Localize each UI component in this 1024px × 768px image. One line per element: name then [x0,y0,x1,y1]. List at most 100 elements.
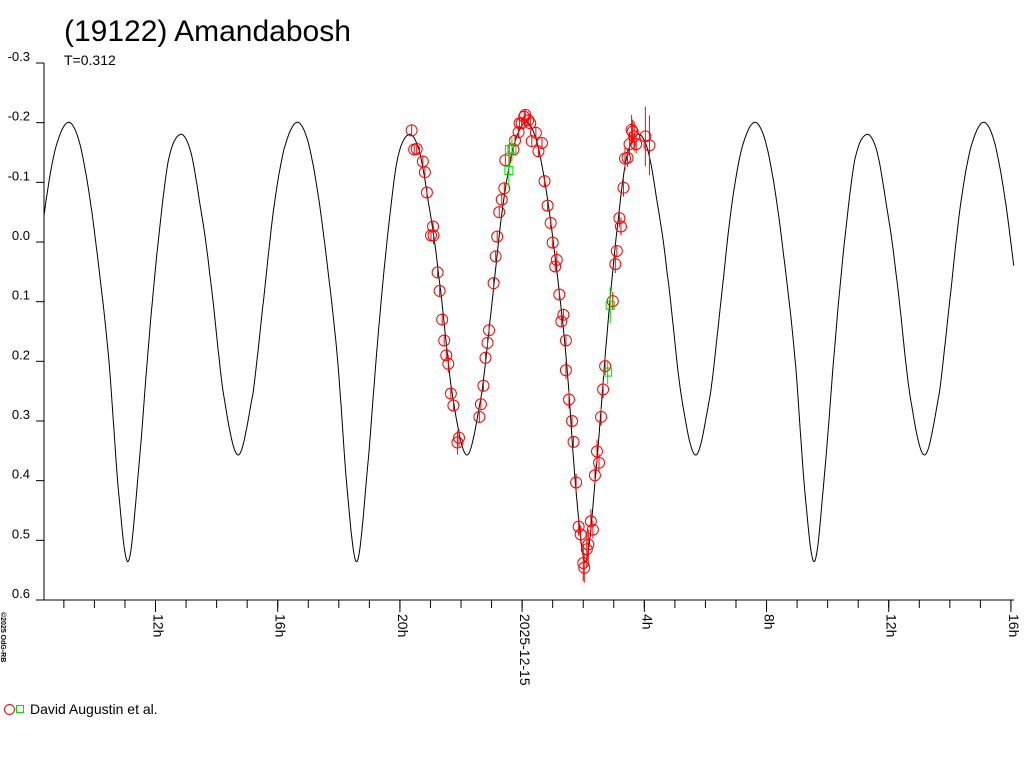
legend: David Augustin et al. [4,701,158,717]
data-point [522,114,535,127]
x-tick-label: 12h [884,614,900,637]
x-tick-label: 16h [1006,614,1022,637]
y-tick-label: -0.3 [8,49,30,64]
data-point [436,313,449,326]
data-point [574,528,587,541]
data-point [605,300,615,310]
data-point [431,266,444,279]
data-point [427,220,440,233]
data-point [483,324,496,337]
data-point [549,260,562,273]
data-point [405,124,418,137]
data-point [562,393,575,406]
y-tick-label: -0.2 [8,109,30,124]
data-point [590,445,603,458]
data-point [525,135,538,148]
data-point [578,561,591,574]
x-tick-label: 20h [395,614,411,637]
data-point [442,357,455,370]
data-point [559,364,572,377]
y-tick-label: 0.3 [12,407,30,422]
legend-circle-marker [4,703,15,715]
x-tick-label: 12h [151,614,167,637]
y-tick-label: 0.5 [12,526,30,541]
data-point [452,431,465,444]
data-point [427,229,440,242]
data-point [584,515,597,528]
data-point [498,182,511,195]
data-point [477,379,490,392]
data-point [481,336,494,349]
data-point [512,126,525,139]
period-label: T=0.312 [64,52,116,68]
data-point [580,543,593,556]
data-point [493,206,506,219]
data-point [550,253,563,266]
data-point [524,117,537,130]
x-tick-label: 2025-12-15 [517,614,533,686]
data-point [410,142,423,155]
data-point [544,216,557,229]
data-point [444,387,457,400]
data-point [546,236,559,249]
data-point [557,308,570,321]
data-point [593,456,606,469]
x-tick-label: 16h [273,614,289,637]
data-point [507,144,517,154]
data-point [588,469,601,482]
data-point [433,284,446,297]
y-tick-label: 0.0 [12,228,30,243]
data-point [610,244,623,257]
y-tick-label: 0.4 [12,467,30,482]
data-point [643,139,656,152]
data-point [418,166,431,179]
data-point [566,415,579,427]
data-point [555,315,568,328]
data-point [603,367,613,377]
data-point [559,334,572,347]
data-point [504,145,514,155]
data-point [532,145,545,158]
legend-label: David Augustin et al. [30,701,158,717]
data-point [504,165,514,175]
data-point [473,410,486,423]
y-tick-label: 0.1 [12,288,30,303]
data-point [613,212,626,225]
data-point [625,123,638,136]
data-point [541,199,554,212]
y-tick-label: 0.2 [12,347,30,362]
chart-title: (19122) Amandabosh [64,15,351,48]
x-tick-label: 4h [639,614,655,630]
data-point [518,110,531,123]
data-point [495,193,508,206]
data-point [577,557,590,570]
data-point [440,349,453,362]
data-point [609,258,622,271]
data-point [570,476,583,489]
data-point [572,520,585,533]
y-tick-label: -0.1 [8,168,30,183]
y-tick-label: 0.6 [12,586,30,601]
data-point [515,117,528,130]
data-point [420,186,433,199]
data-point [630,138,643,151]
data-point [599,360,612,373]
data-point [535,136,548,149]
data-point [595,410,608,423]
data-point [489,250,502,263]
data-point [582,538,595,551]
data-point [451,436,464,449]
copyright-text: ©2025 OdG-RB [0,612,7,662]
data-point [617,181,630,194]
data-point [424,229,437,242]
x-tick-label: 8h [762,614,778,630]
data-point [538,175,551,188]
data-point [487,277,500,290]
data-point [553,288,566,301]
data-point [614,220,627,233]
data-point [586,523,599,536]
data-point [474,398,487,411]
data-point [529,126,542,139]
data-point [479,351,492,364]
